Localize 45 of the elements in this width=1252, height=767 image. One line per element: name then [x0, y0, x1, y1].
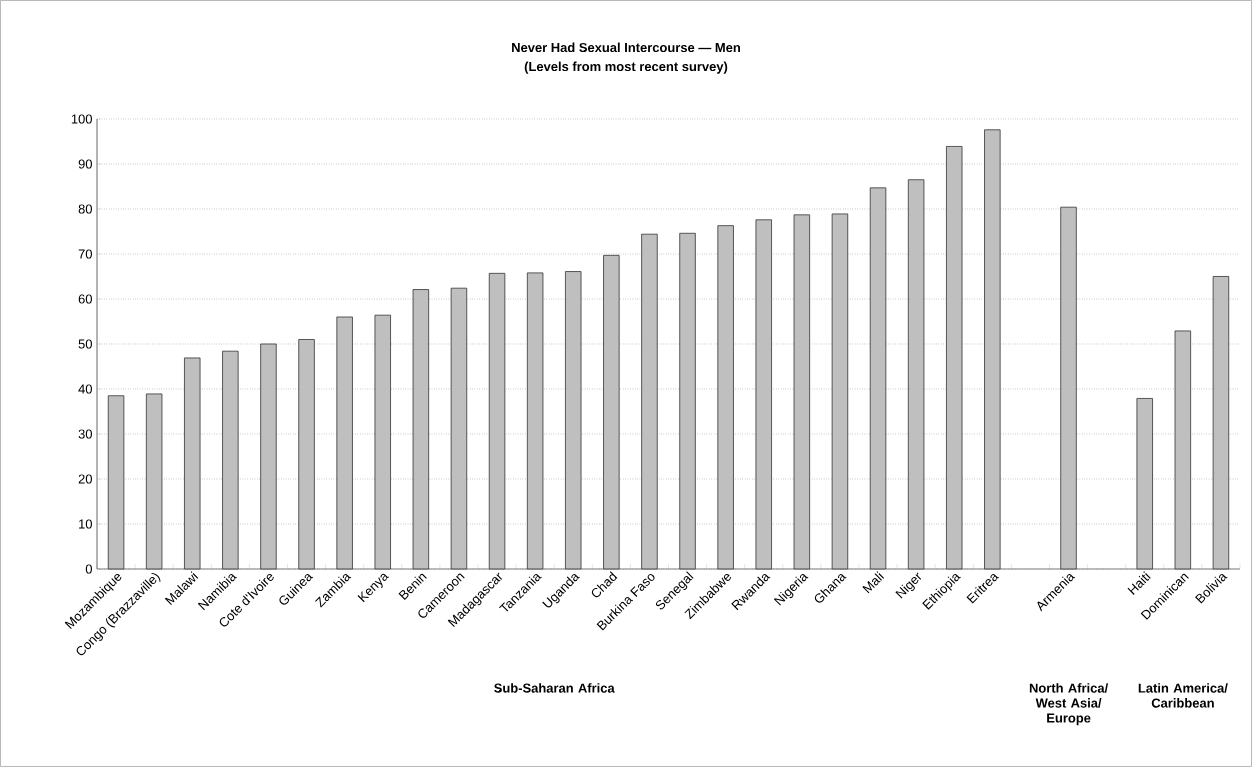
bar [526, 272, 544, 570]
bar [412, 289, 430, 570]
bar [1060, 206, 1077, 570]
y-tick-label: 30 [78, 429, 92, 439]
bar [679, 232, 696, 570]
bar [984, 129, 1001, 570]
text: North Africa/ West Asia/ Europe [1029, 683, 1109, 726]
y-tick-label: 60 [78, 294, 92, 304]
bar [450, 287, 468, 570]
bar [641, 233, 658, 570]
bar [488, 272, 506, 570]
bar [755, 219, 772, 570]
bar [831, 213, 849, 570]
text: Latin America/ Caribbean [1138, 683, 1228, 708]
bar [1212, 276, 1230, 570]
x-tick-label: Mali [862, 571, 885, 594]
y-tick-label: 0 [85, 564, 92, 574]
bar [1136, 398, 1153, 570]
y-tick-label: 10 [79, 519, 92, 529]
y-tick-label: 80 [78, 204, 92, 214]
bar [336, 316, 353, 570]
bar [793, 214, 811, 570]
chart-title: Never Had Sexual Intercourse — Men [512, 42, 740, 53]
y-tick-label: 100 [71, 114, 92, 124]
y-tick-label: 20 [78, 474, 92, 484]
y-tick-label: 40 [78, 384, 92, 394]
bar [907, 179, 925, 570]
bar [222, 350, 239, 570]
y-tick-label: 70 [78, 249, 92, 259]
bar [260, 343, 277, 570]
bar [184, 357, 201, 570]
bar [298, 339, 315, 570]
y-tick-label: 50 [78, 339, 92, 349]
bar [374, 314, 391, 570]
text: Sub-Saharan Africa [494, 683, 615, 693]
y-tick-label: 90 [78, 159, 92, 169]
bar [145, 393, 163, 570]
bar [603, 254, 620, 570]
chart-subtitle: (Levels from most recent survey) [524, 61, 728, 74]
bar [717, 225, 734, 570]
bar [946, 146, 963, 570]
bar [1174, 330, 1192, 570]
bar [869, 187, 887, 570]
bar [565, 271, 582, 570]
bar [107, 395, 125, 570]
